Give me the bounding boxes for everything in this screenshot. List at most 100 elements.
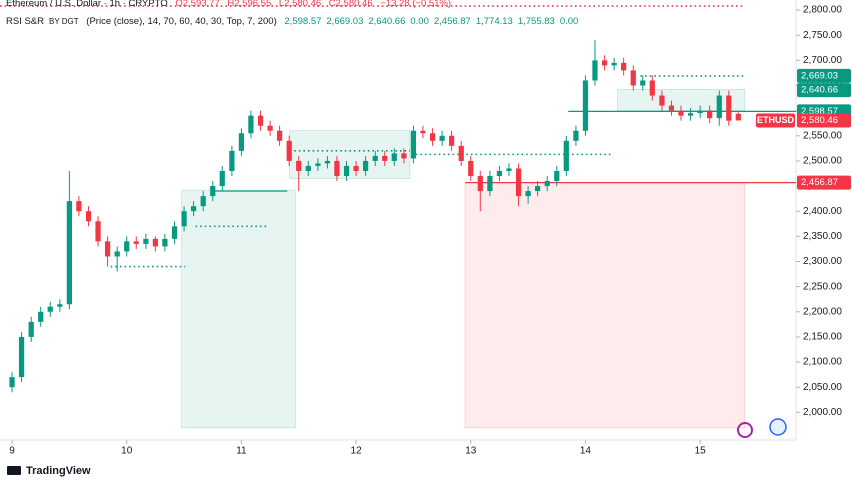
candle-body [401,153,407,159]
candle-body [353,165,359,171]
candle-body [296,160,302,171]
y-tick-label: 2,300.00 [803,256,842,267]
candle-body [47,306,53,312]
price-label: 2,598.57 [801,106,838,117]
indicator-name[interactable]: RSI S&R [6,16,45,27]
candle-body [487,176,493,192]
candle-body [439,135,445,141]
icon[interactable] [769,418,787,436]
toolbar-icons [737,418,787,438]
price-label: 2,640.66 [801,85,838,96]
candle-body [640,80,646,86]
icon[interactable] [737,422,753,438]
candle-body [506,168,512,171]
candle-body [181,211,187,227]
candle-body [621,62,627,71]
logo: TradingView [7,465,91,477]
y-tick-label: 2,400.00 [803,206,842,217]
candle-body [9,377,15,388]
zone [181,189,296,429]
candle-body [238,133,245,151]
price-label: 2,456.87 [801,177,838,188]
candle-body [76,201,82,212]
y-tick-label: 2,550.00 [803,130,842,141]
y-tick-label: 2,800.00 [803,5,842,16]
indicator-value: 0.00 [410,16,429,27]
candle-body [372,155,378,161]
x-tick-label: 9 [9,446,15,457]
y-tick-label: 2,100.00 [803,357,842,368]
indicator-value: 1,755.83 [517,16,555,27]
candle-body [515,168,522,197]
y-tick-label: 2,000.00 [803,407,842,418]
y-tick-label: 2,050.00 [803,382,842,393]
x-tick-label: 10 [121,446,133,457]
candle-body [152,238,159,247]
candle-body [162,238,168,247]
candle-body [535,186,541,192]
candle-body [726,95,732,121]
indicator-value: 2,640.66 [368,16,406,27]
zone [464,182,746,429]
candle-body [697,110,703,114]
candle-body [429,133,436,141]
change: −13.28 (−0.51%) [380,0,452,9]
y-tick-label: 2,500.00 [803,156,842,167]
candle-body [324,160,331,164]
candle-body [219,170,225,187]
candle-body [649,80,655,96]
price-label: 2,580.46 [801,115,838,126]
indicator-author: BY DGT [49,17,79,26]
indicator-value: 1,774.13 [475,16,513,27]
candle-body [200,196,206,207]
candle-body [458,145,464,161]
plot-area [0,5,796,429]
candle-body [582,80,589,131]
ohlc: H2,596.55 [227,0,272,9]
candle-body [18,336,25,378]
candle-body [114,251,120,257]
x-tick-label: 13 [465,446,477,457]
indicator-values: 2,598.57 2,669.03 2,640.66 0.00 2,456.87 1,77… [284,16,583,27]
indicator-value: 2,598.57 [284,16,322,27]
candle-body [257,115,264,126]
candle-body [687,113,694,116]
candle-body [477,176,483,192]
candle-body [362,160,369,171]
candle-body [716,95,722,119]
indicator-value: 2,456.87 [433,16,471,27]
ohlc: C2,580.46 [328,0,373,9]
candle-body [678,110,684,116]
candle-body [420,130,426,134]
candle-body [554,170,560,182]
y-tick-label: 2,250.00 [803,281,842,292]
symbol-title: Ethereum / U.S. Dollar · 1h · CRYPTO [6,0,168,9]
price-label-bg [797,175,851,190]
symbol-tag-bg [756,113,795,128]
candle-body [448,135,455,146]
candle-body [592,60,598,81]
candle-body [210,186,216,197]
candle-body [563,140,569,171]
candle-body [104,241,111,257]
price-label-bg [797,113,851,128]
candle-body [124,241,130,252]
candle-body [391,153,397,161]
indicator-params: (Price (close), 14, 70, 60, 40, 30, Top,… [86,16,277,27]
candle-body [305,165,311,171]
logo-text: TradingView [26,465,91,477]
candle-body [382,155,388,161]
price-label-bg [797,68,851,83]
candle-body [525,191,531,197]
candle-body [315,163,321,166]
candle-body [229,150,235,171]
candle-body [496,170,503,176]
candle-body [276,130,283,141]
y-tick-label: 2,700.00 [803,55,842,66]
ohlc: L2,580.46 [278,0,322,9]
indicator-row: RSI S&R BY DGT (Price (close), 14, 70, 60… [6,16,588,27]
candle-body [601,60,608,66]
candle-body [57,304,63,307]
candle-body [573,130,579,141]
